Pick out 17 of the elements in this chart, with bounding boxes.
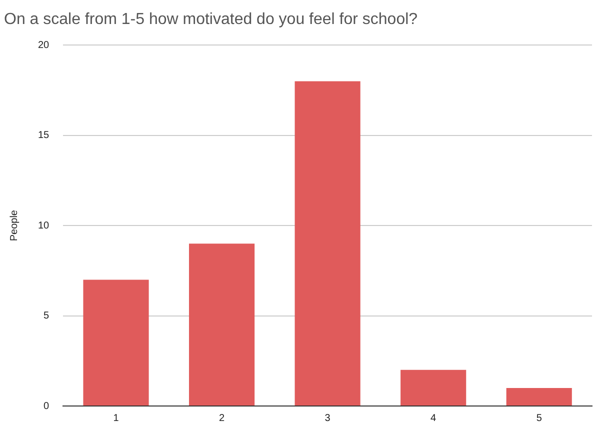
x-tick-label: 4 (430, 412, 437, 424)
y-axis-title: People (8, 210, 20, 242)
y-tick-label: 5 (44, 310, 50, 322)
x-tick-label: 3 (324, 412, 331, 424)
bar (188, 244, 255, 406)
chart-title: On a scale from 1-5 how motivated do you feel for school? (4, 11, 418, 28)
bar (506, 388, 572, 406)
y-tick-label: 10 (38, 220, 50, 232)
y-tick-label: 0 (44, 400, 50, 412)
x-tick-label: 2 (219, 412, 226, 424)
x-tick-label: 5 (536, 412, 542, 424)
bar (400, 370, 466, 406)
bar (83, 280, 149, 406)
bar (294, 81, 360, 406)
x-tick-label: 1 (113, 412, 120, 424)
y-tick-label: 15 (38, 130, 50, 142)
y-tick-label: 20 (38, 40, 50, 51)
